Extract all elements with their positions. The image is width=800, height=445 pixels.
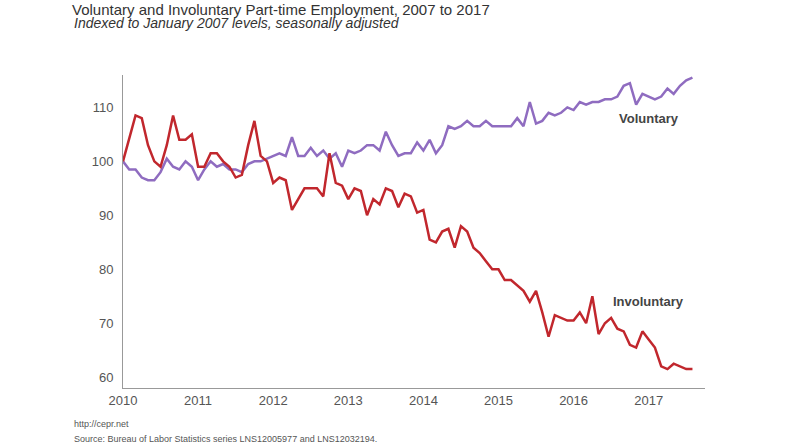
svg-text:2015: 2015	[484, 393, 513, 408]
svg-text:90: 90	[99, 208, 113, 223]
svg-text:110: 110	[93, 100, 114, 115]
svg-text:Involuntary: Involuntary	[613, 294, 684, 309]
svg-text:Voluntary: Voluntary	[619, 111, 679, 126]
svg-text:2011: 2011	[184, 393, 212, 408]
svg-text:Indexed to January 2007 levels: Indexed to January 2007 levels, seasonal…	[74, 15, 400, 31]
svg-text:60: 60	[99, 370, 113, 385]
svg-text:80: 80	[99, 262, 113, 277]
svg-text:2014: 2014	[409, 393, 438, 408]
svg-text:2010: 2010	[109, 393, 138, 408]
svg-text:Voluntary and Involuntary Part: Voluntary and Involuntary Part-time Empl…	[72, 1, 490, 18]
svg-text:100: 100	[92, 154, 114, 169]
svg-text:70: 70	[99, 316, 113, 331]
svg-text:Source: Bureau of Labor Statis: Source: Bureau of Labor Statistics serie…	[74, 434, 377, 444]
svg-text:2016: 2016	[559, 393, 588, 408]
svg-text:2017: 2017	[634, 393, 663, 408]
svg-text:2012: 2012	[259, 393, 288, 408]
svg-text:2013: 2013	[334, 393, 363, 408]
svg-text:http://cepr.net: http://cepr.net	[74, 419, 129, 429]
